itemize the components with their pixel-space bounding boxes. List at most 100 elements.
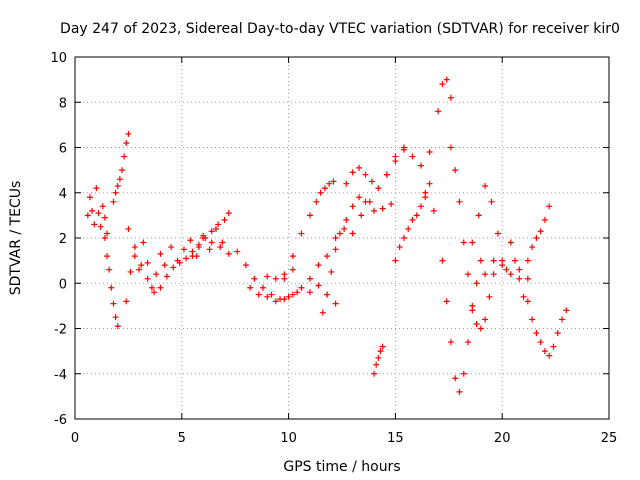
data-point bbox=[550, 343, 557, 350]
data-point bbox=[486, 293, 493, 300]
data-point bbox=[392, 153, 399, 160]
series-arc10 bbox=[281, 266, 339, 307]
data-point bbox=[447, 94, 454, 101]
data-point bbox=[298, 284, 305, 291]
data-point bbox=[516, 275, 523, 282]
data-point bbox=[559, 316, 566, 323]
x-tick-label: 15 bbox=[387, 431, 404, 446]
data-point bbox=[405, 225, 412, 232]
y-tick-label: -4 bbox=[54, 368, 67, 383]
data-point bbox=[460, 370, 467, 377]
data-point bbox=[313, 198, 320, 205]
x-tick-label: 20 bbox=[494, 431, 511, 446]
data-point bbox=[110, 300, 117, 307]
data-point bbox=[206, 246, 213, 253]
data-point bbox=[349, 203, 356, 210]
data-point bbox=[281, 296, 288, 303]
y-tick-label: 6 bbox=[59, 142, 67, 157]
data-point bbox=[281, 275, 288, 282]
data-point bbox=[163, 273, 170, 280]
data-point bbox=[366, 198, 373, 205]
data-point bbox=[426, 149, 433, 156]
data-point bbox=[144, 259, 151, 266]
data-point bbox=[392, 257, 399, 264]
data-point bbox=[321, 185, 328, 192]
data-point bbox=[319, 309, 326, 316]
data-point bbox=[140, 239, 147, 246]
data-point bbox=[251, 275, 258, 282]
data-point bbox=[529, 316, 536, 323]
data-point bbox=[306, 212, 313, 219]
data-point bbox=[379, 205, 386, 212]
series-arc13 bbox=[343, 164, 375, 187]
data-point bbox=[356, 164, 363, 171]
data-point bbox=[123, 298, 130, 305]
data-point bbox=[452, 167, 459, 174]
data-point bbox=[524, 298, 531, 305]
data-point bbox=[95, 210, 102, 217]
data-point bbox=[131, 253, 138, 260]
data-point bbox=[379, 343, 386, 350]
data-point bbox=[343, 216, 350, 223]
data-point bbox=[289, 291, 296, 298]
data-point bbox=[341, 225, 348, 232]
series-arc20 bbox=[482, 203, 553, 278]
data-point bbox=[443, 76, 450, 83]
data-point bbox=[507, 271, 514, 278]
data-point bbox=[533, 330, 540, 337]
data-point bbox=[221, 216, 228, 223]
data-point bbox=[430, 207, 437, 214]
data-point bbox=[546, 203, 553, 210]
data-point bbox=[465, 271, 472, 278]
data-point bbox=[161, 262, 168, 269]
grid-lines bbox=[75, 57, 609, 419]
series-arc9 bbox=[264, 178, 337, 282]
data-point bbox=[413, 212, 420, 219]
series-arc17 bbox=[422, 189, 484, 395]
data-point bbox=[219, 239, 226, 246]
data-point bbox=[101, 214, 108, 221]
y-axis-label: SDTVAR / TECUs bbox=[8, 181, 24, 296]
data-point bbox=[349, 169, 356, 176]
data-point bbox=[490, 271, 497, 278]
series-arc16 bbox=[383, 76, 454, 178]
data-point bbox=[332, 246, 339, 253]
data-point bbox=[375, 354, 382, 361]
x-tick-label: 5 bbox=[178, 431, 186, 446]
data-point bbox=[396, 244, 403, 251]
series-arc6 bbox=[189, 210, 232, 260]
data-point bbox=[328, 268, 335, 275]
data-point bbox=[153, 271, 160, 278]
data-point bbox=[123, 139, 130, 146]
data-point bbox=[375, 185, 382, 192]
data-point bbox=[490, 257, 497, 264]
data-point bbox=[541, 216, 548, 223]
data-point bbox=[537, 228, 544, 235]
data-point bbox=[89, 207, 96, 214]
data-point bbox=[121, 153, 128, 160]
data-point bbox=[112, 189, 119, 196]
data-point bbox=[383, 171, 390, 178]
data-point bbox=[138, 262, 145, 269]
data-point bbox=[529, 244, 536, 251]
data-point bbox=[99, 203, 106, 210]
data-point bbox=[189, 253, 196, 260]
data-point bbox=[247, 284, 254, 291]
data-point bbox=[285, 293, 292, 300]
data-point bbox=[482, 271, 489, 278]
data-point bbox=[131, 244, 138, 251]
data-point bbox=[409, 153, 416, 160]
data-point bbox=[125, 130, 132, 137]
series-arc19 bbox=[469, 182, 531, 300]
data-point bbox=[477, 257, 484, 264]
data-point bbox=[373, 361, 380, 368]
series-arc2 bbox=[101, 235, 121, 330]
plot-frame bbox=[74, 56, 610, 420]
data-point bbox=[330, 178, 337, 185]
data-point bbox=[443, 298, 450, 305]
data-point bbox=[217, 244, 224, 251]
data-point bbox=[332, 235, 339, 241]
data-point bbox=[475, 212, 482, 219]
y-tick-label: 0 bbox=[59, 277, 67, 292]
